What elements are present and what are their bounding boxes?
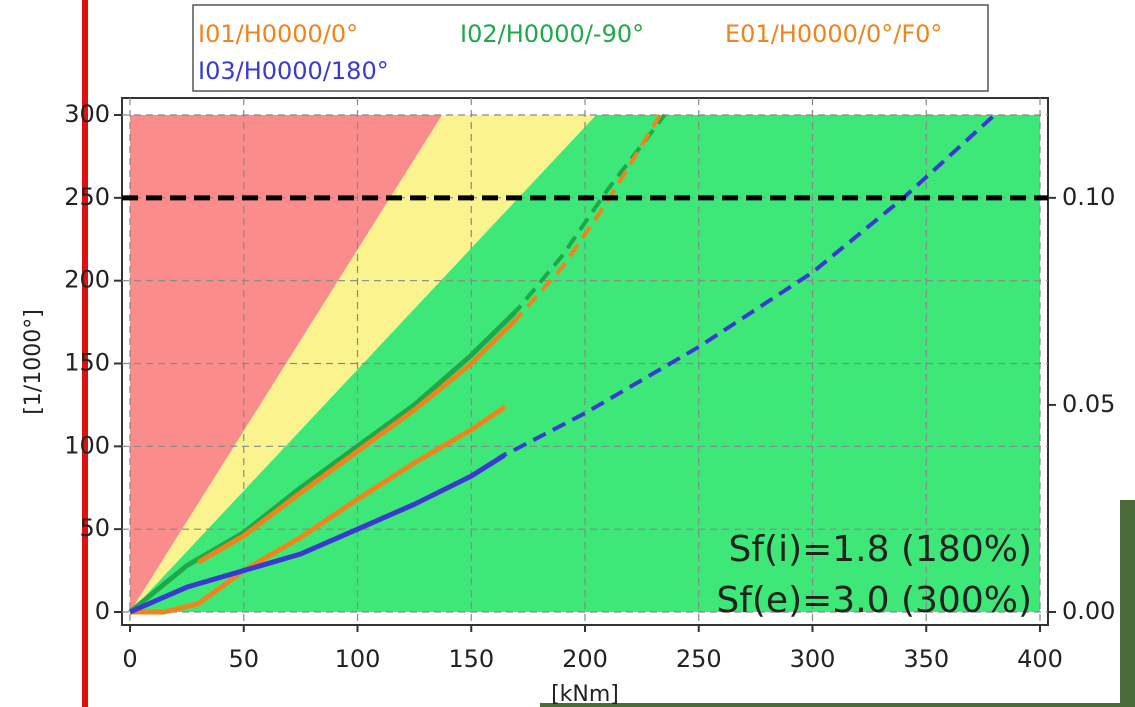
zone-red bbox=[130, 115, 442, 612]
photo-edge bbox=[540, 703, 1135, 707]
annotation: Sf(i)=1.8 (180%) bbox=[729, 529, 1033, 570]
x-tick-label: 350 bbox=[903, 645, 949, 673]
legend-box bbox=[192, 4, 989, 92]
series-dashed bbox=[516, 113, 662, 322]
y-tick-label: 250 bbox=[64, 183, 110, 211]
legend-entry: I01/H0000/0° bbox=[198, 20, 358, 48]
series-solid bbox=[128, 451, 506, 615]
legend-entry: I03/H0000/180° bbox=[198, 57, 389, 85]
x-tick-label: 300 bbox=[790, 645, 836, 673]
y-tick-label: 0 bbox=[95, 597, 110, 625]
x-tick-label: 400 bbox=[1017, 645, 1063, 673]
x-tick-label: 100 bbox=[335, 645, 381, 673]
series-line bbox=[130, 404, 507, 615]
series-solid bbox=[128, 306, 517, 614]
x-tick-label: 250 bbox=[676, 645, 722, 673]
legend-entry: E01/H0000/0°/F0° bbox=[725, 20, 942, 48]
lines bbox=[128, 113, 996, 615]
series-line bbox=[196, 315, 517, 565]
x-tick-label: 150 bbox=[448, 645, 494, 673]
series-line bbox=[128, 306, 517, 614]
series-solid bbox=[130, 404, 507, 615]
legend: I01/H0000/0° I02/H0000/-90° E01/H0000/0°/F… bbox=[198, 20, 942, 85]
x-tick-label: 200 bbox=[562, 645, 608, 673]
y-tick-label: 100 bbox=[64, 431, 110, 459]
x-axis-label: [kNm] bbox=[551, 682, 619, 707]
y-tick-label: 200 bbox=[64, 266, 110, 294]
y2-tick-label: 0.05 bbox=[1062, 390, 1115, 418]
series-solid bbox=[196, 315, 517, 565]
legend-entry: I02/H0000/-90° bbox=[460, 20, 644, 48]
y-axis-label: [1/1000°] bbox=[21, 309, 46, 415]
annotation: Sf(e)=3.0 (300%) bbox=[716, 580, 1032, 621]
red-marker bbox=[82, 0, 88, 707]
series-line bbox=[516, 113, 662, 322]
y-tick-label: 300 bbox=[64, 100, 110, 128]
y2-tick-label: 0.00 bbox=[1062, 597, 1115, 625]
x-tick-label: 50 bbox=[228, 645, 259, 673]
y-tick-label: 50 bbox=[79, 514, 110, 542]
grid bbox=[122, 98, 1048, 625]
photo-edge bbox=[1120, 500, 1135, 707]
x-tick-label: 0 bbox=[122, 645, 137, 673]
series-line bbox=[128, 451, 506, 615]
y-tick-label: 150 bbox=[64, 349, 110, 377]
y2-tick-label: 0.10 bbox=[1062, 183, 1115, 211]
